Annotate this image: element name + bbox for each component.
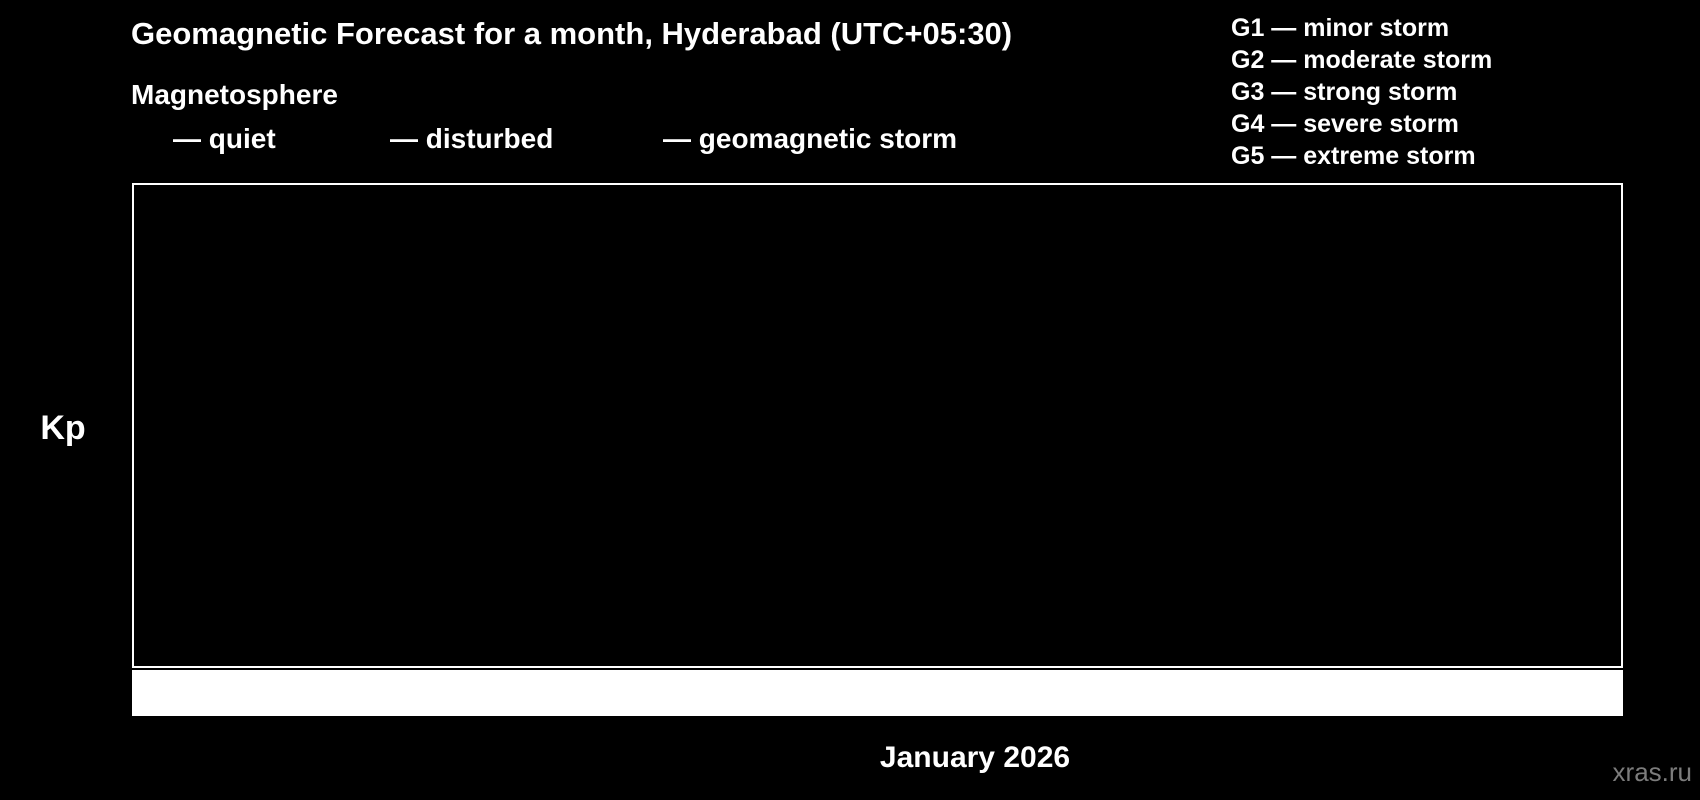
g3-legend-line: G3 — strong storm — [1231, 78, 1458, 106]
g4-legend-line: G4 — severe storm — [1231, 110, 1459, 138]
g5-legend-line: G5 — extreme storm — [1231, 142, 1476, 170]
disturbed-swatch — [346, 122, 376, 156]
legend-item-disturbed: — disturbed — [346, 121, 553, 157]
quiet-label: — quiet — [173, 123, 276, 154]
quiet-swatch — [129, 122, 159, 156]
disturbed-label: — disturbed — [390, 123, 554, 154]
legend-item-quiet: — quiet — [129, 121, 276, 157]
legend-item-storm: — geomagnetic storm — [619, 121, 957, 157]
g2-legend-line: G2 — moderate storm — [1231, 46, 1493, 74]
chart-subtitle: Magnetosphere — [131, 79, 338, 110]
chart-title: Geomagnetic Forecast for a month, Hydera… — [131, 16, 1013, 51]
plot-frame — [132, 183, 1623, 668]
storm-swatch — [619, 122, 649, 156]
y-axis-title: Kp — [40, 409, 86, 447]
x-axis-month-label: January 2026 — [879, 741, 1071, 774]
storm-label: — geomagnetic storm — [663, 123, 958, 154]
watermark: xras.ru — [1612, 757, 1692, 787]
g-scale-legend: G1 — minor storm G2 — moderate storm G3 … — [1231, 12, 1492, 172]
g1-legend-line: G1 — minor storm — [1231, 14, 1450, 42]
day-label-row — [132, 670, 1623, 716]
